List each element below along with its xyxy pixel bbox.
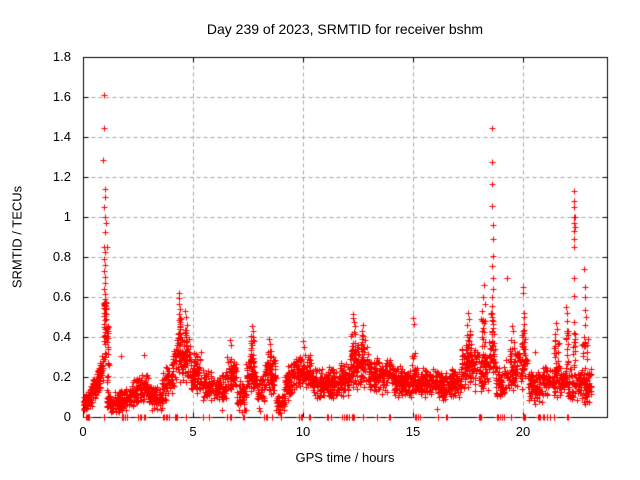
x-tick-label: 15 <box>405 424 421 439</box>
y-tick-label: 0.8 <box>52 249 71 264</box>
y-tick-label: 0.6 <box>52 289 71 304</box>
y-tick-label: 1.8 <box>52 49 71 64</box>
x-tick-label: 10 <box>295 424 311 439</box>
chart-title: Day 239 of 2023, SRMTID for receiver bsh… <box>206 21 484 37</box>
y-tick-label: 0.2 <box>52 369 71 384</box>
y-tick-label: 0.4 <box>52 329 71 344</box>
y-tick-label: 1.4 <box>52 129 71 144</box>
y-tick-label: 1.6 <box>52 89 71 104</box>
y-tick-label: 1 <box>63 209 71 224</box>
x-tick-label: 0 <box>79 424 87 439</box>
x-tick-label: 5 <box>189 424 197 439</box>
y-axis-label: SRMTID / TECUs <box>9 185 25 289</box>
x-axis-label: GPS time / hours <box>295 450 395 465</box>
y-tick-label: 1.2 <box>52 169 71 184</box>
x-tick-label: 20 <box>515 424 531 439</box>
y-tick-label: 0 <box>63 409 71 424</box>
